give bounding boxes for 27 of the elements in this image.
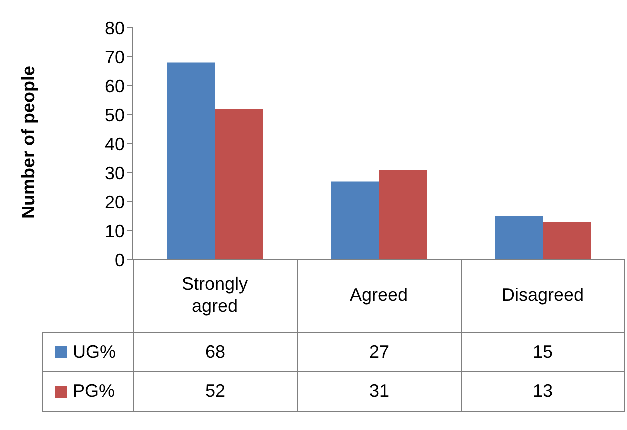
y-tick-label: 80: [104, 18, 125, 38]
bar: [215, 109, 264, 260]
legend-label: PG%: [73, 381, 116, 402]
data-label: 13: [461, 372, 625, 412]
y-tick-label: 30: [104, 163, 125, 184]
x-tick-label: Agreed: [350, 284, 408, 305]
y-tick-label: 50: [104, 105, 125, 126]
data-label: 27: [297, 332, 461, 372]
legend-label: UG%: [73, 342, 116, 362]
bar: [167, 62, 216, 260]
y-tick-label: 70: [104, 47, 125, 68]
bar: [543, 222, 592, 260]
bar: [379, 170, 428, 260]
y-tick-label: 60: [104, 76, 125, 96]
x-tick-label: Strongly agred: [182, 274, 248, 316]
y-tick-label: 0: [114, 250, 125, 270]
data-label: 68: [133, 332, 297, 372]
y-tick-label: 40: [104, 134, 125, 154]
bar: [331, 182, 380, 260]
data-label: 31: [297, 372, 461, 412]
data-label: 15: [461, 332, 625, 372]
bar: [495, 216, 544, 260]
y-tick-label: 20: [104, 192, 125, 212]
x-tick-label: Disagreed: [502, 284, 584, 305]
y-tick-label: 10: [104, 221, 125, 242]
y-axis-title: Number of people: [18, 66, 38, 219]
data-label: 52: [133, 372, 297, 412]
